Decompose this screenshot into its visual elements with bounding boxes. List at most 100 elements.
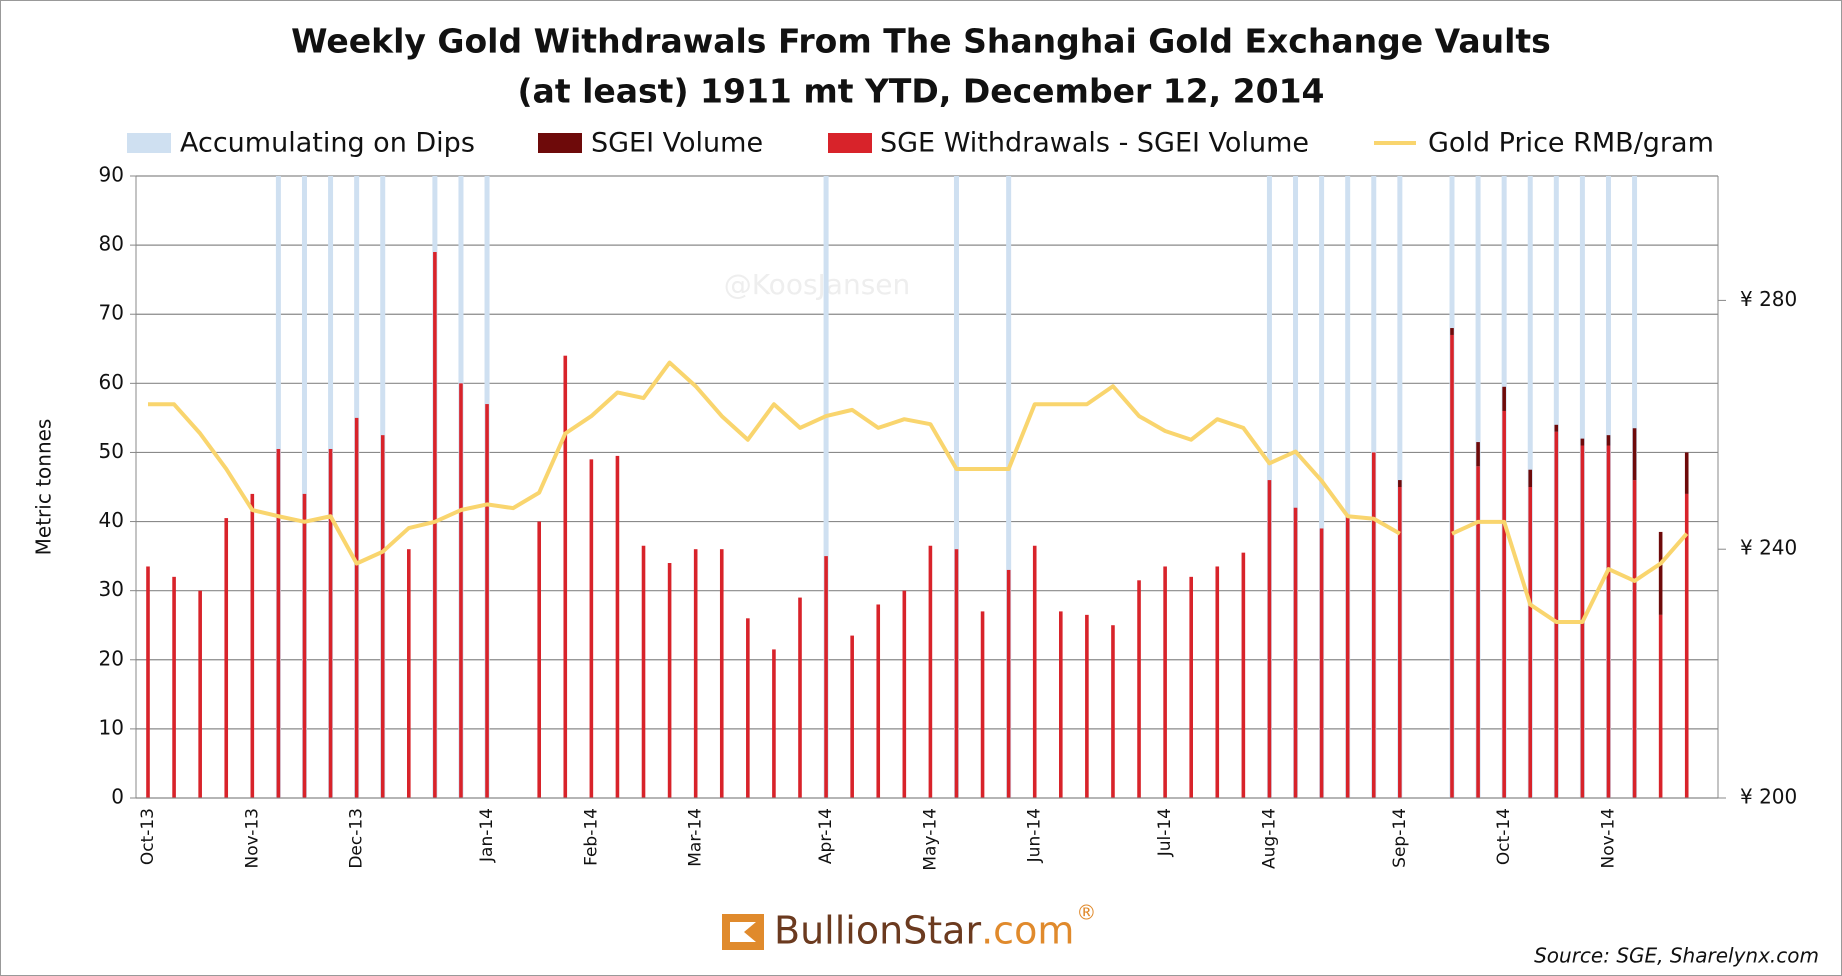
axes: 0 10 20 30 40 50 60 70 80 90 ¥ 200 ¥ 240 ¥ 280 Oct-13… xyxy=(99,163,1798,871)
y-tick-label: 70 xyxy=(99,301,124,325)
accumulation-bar xyxy=(1345,176,1351,798)
withdrawal-bar xyxy=(537,521,541,798)
withdrawal-bar xyxy=(824,556,828,798)
accumulation-bar xyxy=(953,176,959,798)
x-tick-label: Aug-14 xyxy=(1259,808,1279,869)
legend-label: Gold Price RMB/gram xyxy=(1428,128,1714,159)
withdrawal-bar xyxy=(380,435,385,798)
accumulation-bar xyxy=(1319,176,1325,798)
withdrawal-bar xyxy=(1502,410,1506,798)
withdrawal-bar xyxy=(1293,507,1298,798)
y-axis-label: Metric tonnes xyxy=(32,419,56,556)
sgei-bar xyxy=(1450,328,1454,335)
withdrawal-bar xyxy=(224,518,229,798)
withdrawal-bar xyxy=(1371,452,1376,798)
x-tick-label: Nov-13 xyxy=(242,808,262,869)
withdrawal-bar xyxy=(1163,566,1167,798)
legend-swatch xyxy=(538,133,582,153)
withdrawal-bar xyxy=(693,549,698,798)
withdrawal-bar xyxy=(1241,552,1246,798)
withdrawal-bar xyxy=(1215,566,1220,798)
sgei-bar xyxy=(1632,428,1637,481)
legend-swatch xyxy=(127,133,171,153)
withdrawal-bar xyxy=(407,549,411,798)
withdrawal-bar xyxy=(1632,480,1637,798)
withdrawal-bar xyxy=(1059,611,1063,798)
accumulation-bar xyxy=(301,176,307,798)
withdrawal-bar xyxy=(563,355,568,798)
withdrawal-bar xyxy=(615,455,620,798)
withdrawal-bar xyxy=(667,563,672,798)
sgei-bar xyxy=(1398,480,1402,487)
logo: BullionStar .com ® xyxy=(722,901,1096,953)
x-tick-label: Mar-14 xyxy=(686,808,706,867)
withdrawal-bar xyxy=(876,604,881,798)
y-tick-label: 50 xyxy=(99,439,124,463)
x-tick-label: Sep-14 xyxy=(1390,808,1410,868)
x-tick-label: Oct-14 xyxy=(1494,808,1514,865)
legend-label: SGEI Volume xyxy=(591,128,763,159)
logo-icon-mark xyxy=(730,922,756,942)
withdrawal-bar xyxy=(1450,334,1454,798)
withdrawal-bar xyxy=(354,417,359,798)
x-tick-label: Apr-14 xyxy=(816,808,836,864)
withdrawal-bar xyxy=(719,549,724,798)
sgei-bar xyxy=(1684,452,1689,494)
withdrawal-bar xyxy=(746,618,750,798)
withdrawal-bar xyxy=(433,252,437,798)
withdrawal-bar xyxy=(250,493,255,798)
withdrawal-bar xyxy=(328,448,333,798)
logo-name: BullionStar xyxy=(774,909,981,953)
withdrawal-bar xyxy=(198,590,202,798)
y2-tick-label: ¥ 240 xyxy=(1740,536,1797,560)
withdrawal-bar xyxy=(1085,614,1089,798)
withdrawal-bar xyxy=(485,404,489,798)
withdrawal-bar xyxy=(1111,625,1115,798)
legend-label: Accumulating on Dips xyxy=(180,128,475,159)
sgei-bar xyxy=(1528,469,1533,487)
withdrawal-bar xyxy=(276,448,281,798)
withdrawal-bar xyxy=(772,649,776,798)
y2-tick-label: ¥ 200 xyxy=(1740,785,1797,809)
withdrawal-bar xyxy=(1684,493,1689,798)
y-tick-label: 90 xyxy=(99,163,124,187)
withdrawal-bar xyxy=(459,383,463,798)
withdrawal-bar xyxy=(980,611,985,798)
sgei-bar xyxy=(1606,435,1611,446)
withdrawal-bar xyxy=(1528,487,1533,798)
sgei-bar xyxy=(1502,386,1506,411)
y-tick-label: 80 xyxy=(99,232,124,256)
sgei-bar xyxy=(1580,438,1585,446)
withdrawal-bar xyxy=(172,576,176,798)
withdrawal-bar xyxy=(1398,487,1402,798)
withdrawal-bar xyxy=(1658,614,1663,798)
withdrawal-bar xyxy=(1319,528,1324,798)
x-tick-label: Feb-14 xyxy=(581,808,601,866)
x-tick-label: Jan-14 xyxy=(477,808,497,863)
withdrawal-bar xyxy=(1554,431,1559,798)
y2-tick-label: ¥ 280 xyxy=(1740,287,1797,311)
x-tick-label: May-14 xyxy=(920,808,940,871)
withdrawal-bar xyxy=(1267,480,1272,798)
x-tick-label: Oct-13 xyxy=(138,808,158,865)
lines xyxy=(148,360,1689,624)
logo-domain: .com xyxy=(981,909,1074,953)
withdrawal-bar xyxy=(641,545,646,798)
price-line xyxy=(148,360,1401,566)
sgei-bar xyxy=(1658,531,1663,615)
withdrawal-bar xyxy=(798,597,802,798)
legend-label: SGE Withdrawals - SGEI Volume xyxy=(880,128,1309,159)
withdrawal-bar xyxy=(302,493,307,798)
accumulation-bar xyxy=(1006,176,1012,798)
withdrawal-bar xyxy=(1006,569,1011,798)
withdrawal-bar xyxy=(1189,576,1193,798)
x-tick-label: Dec-13 xyxy=(347,808,367,869)
withdrawal-bar xyxy=(850,635,854,798)
accumulation-bar xyxy=(823,176,829,798)
legend: Accumulating on Dips SGEI Volume SGE Withd… xyxy=(127,128,1714,159)
watermark: @KoosJansen xyxy=(724,268,911,301)
y-tick-label: 10 xyxy=(99,715,124,739)
withdrawal-bar xyxy=(1137,580,1141,798)
